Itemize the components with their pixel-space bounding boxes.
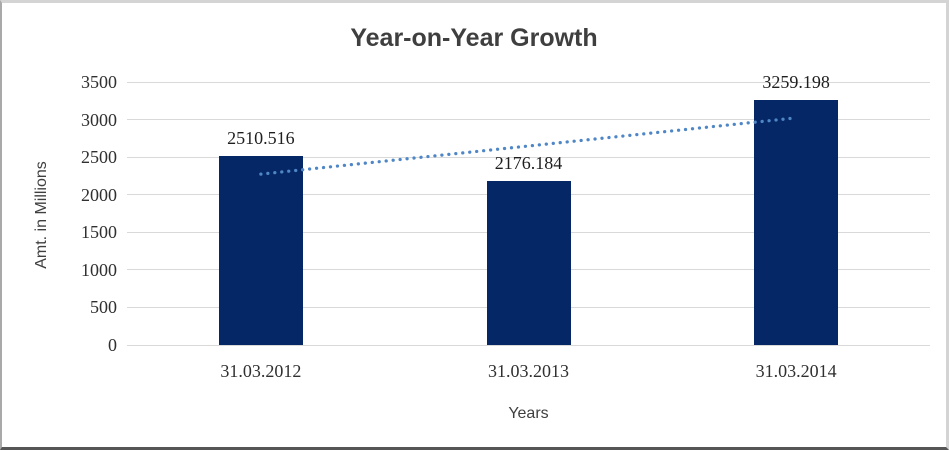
data-label: 3259.198: [762, 72, 830, 93]
bar: [218, 156, 303, 345]
grid-line: [127, 344, 930, 346]
data-label: 2510.516: [227, 128, 295, 149]
x-category-label: 31.03.2013: [488, 361, 569, 381]
x-axis-category-labels: 31.03.2012 31.03.2013 31.03.2014: [127, 361, 930, 382]
trendline-path: [259, 116, 798, 176]
y-tick-label: 2500: [81, 147, 117, 168]
grid-line: [127, 119, 930, 121]
y-tick-label: 0: [108, 335, 117, 355]
plot-area: 2510.516 2176.184 3259.198: [127, 73, 930, 346]
y-tick-label: 3000: [81, 109, 117, 130]
y-tick-label: 3500: [81, 72, 117, 92]
grid-line: [127, 81, 930, 83]
bar: [486, 181, 571, 345]
bar: [754, 100, 839, 345]
x-category-label: 31.03.2014: [755, 361, 837, 381]
y-tick-label: 500: [90, 297, 117, 318]
x-axis-title: Years: [508, 405, 549, 422]
y-tick-label: 2000: [81, 184, 117, 205]
chart-title: Year-on-Year Growth: [350, 24, 598, 52]
y-tick-label: 1500: [81, 222, 117, 243]
trendline: [259, 116, 798, 176]
x-category-label: 31.03.2012: [220, 361, 302, 381]
data-label: 2176.184: [494, 153, 563, 174]
grid-line: [127, 156, 930, 158]
y-tick-label: 1000: [81, 259, 117, 280]
y-axis-title: Amt. in Millions: [33, 161, 50, 269]
